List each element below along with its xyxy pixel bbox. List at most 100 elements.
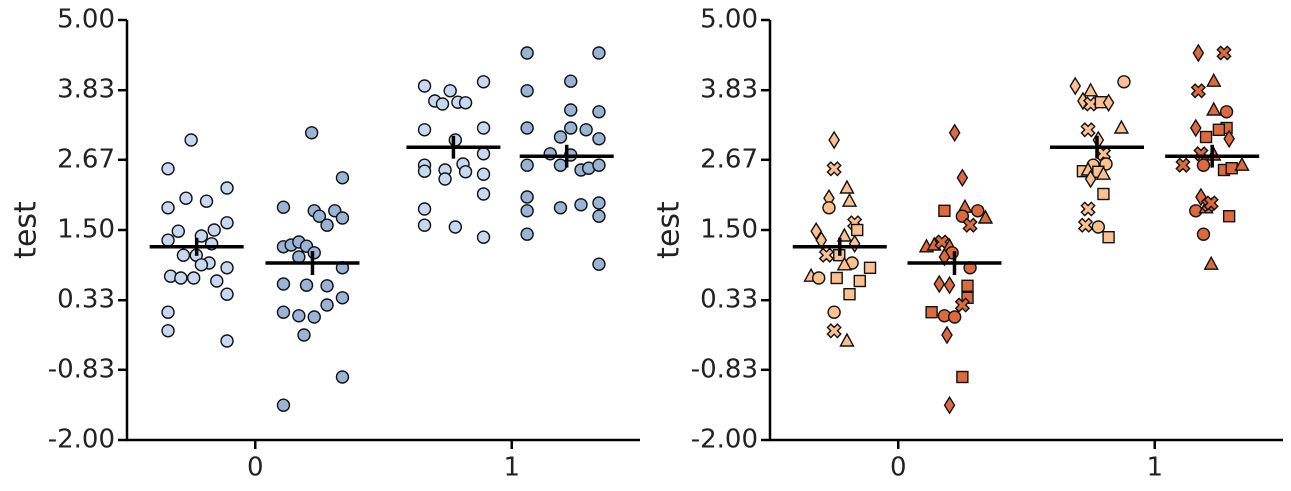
point (161, 305, 175, 319)
point (335, 211, 350, 225)
point (848, 234, 861, 254)
point (220, 287, 234, 301)
point (276, 200, 291, 214)
point (161, 162, 175, 176)
y-tick-label: 2.67 (700, 144, 758, 174)
point (520, 121, 534, 135)
point (435, 97, 450, 111)
point (1113, 119, 1130, 134)
point (476, 230, 491, 244)
point (592, 158, 606, 172)
point (220, 216, 234, 230)
point (1080, 201, 1096, 217)
point (292, 309, 306, 323)
point (207, 223, 221, 237)
point (443, 84, 457, 98)
point (1082, 82, 1099, 97)
point (1117, 75, 1131, 89)
point (448, 220, 463, 234)
y-tick-label: 0.33 (57, 285, 115, 315)
point (830, 271, 843, 285)
point (307, 310, 321, 324)
point (335, 370, 350, 384)
point (320, 298, 334, 312)
point (1223, 129, 1235, 149)
point (458, 96, 473, 110)
point (1082, 96, 1099, 112)
point (161, 233, 175, 247)
y-tick-label: 3.83 (700, 75, 758, 105)
point (592, 105, 606, 119)
point (1206, 101, 1222, 116)
point (827, 305, 841, 319)
point (417, 218, 432, 232)
point (812, 271, 826, 285)
point (417, 123, 432, 137)
point (836, 256, 853, 271)
point (839, 179, 855, 194)
point (592, 46, 606, 60)
point (1203, 255, 1219, 270)
point (1084, 169, 1097, 189)
point (335, 291, 350, 305)
x-tick-label: 0 (247, 453, 264, 483)
point (543, 147, 557, 161)
point (933, 274, 946, 294)
point (174, 271, 188, 285)
point (417, 164, 432, 178)
point (574, 198, 588, 212)
point (943, 275, 956, 295)
point (520, 46, 534, 60)
point (826, 161, 842, 177)
y-tick-label: -0.83 (691, 354, 758, 384)
point (938, 247, 951, 267)
point (579, 123, 593, 137)
point (292, 250, 306, 264)
point (553, 201, 568, 215)
y-tick-label: -2.00 (48, 425, 115, 455)
point (161, 201, 175, 215)
point (220, 261, 234, 275)
point (1091, 220, 1106, 234)
point (520, 158, 534, 172)
point (1080, 122, 1096, 138)
point (476, 121, 491, 135)
point (956, 370, 969, 384)
point (312, 209, 327, 223)
point (299, 278, 314, 292)
point (179, 191, 193, 205)
point (194, 258, 209, 272)
x-tick-label: 0 (890, 453, 907, 483)
point (220, 334, 234, 348)
point (476, 167, 491, 181)
point (1077, 217, 1094, 233)
point (1222, 209, 1236, 223)
point (1097, 187, 1110, 201)
point (943, 395, 956, 415)
point (438, 172, 452, 186)
point (1234, 156, 1250, 171)
point (276, 305, 291, 319)
point (307, 246, 321, 260)
point (961, 279, 974, 292)
point (476, 147, 491, 161)
point (592, 132, 606, 146)
point (1193, 146, 1209, 162)
point (592, 257, 606, 271)
point (843, 288, 856, 301)
y-tick-label: 5.00 (57, 5, 115, 35)
point (458, 165, 473, 179)
point (1196, 227, 1211, 241)
point (520, 84, 534, 98)
y-tick-label: 1.50 (700, 215, 758, 245)
y-tick-label: 3.83 (57, 75, 115, 105)
point (948, 123, 961, 143)
point (841, 192, 858, 207)
point (476, 187, 491, 201)
point (1175, 157, 1191, 173)
point (276, 398, 291, 412)
point (304, 126, 319, 140)
point (297, 328, 311, 342)
point (1095, 165, 1112, 180)
